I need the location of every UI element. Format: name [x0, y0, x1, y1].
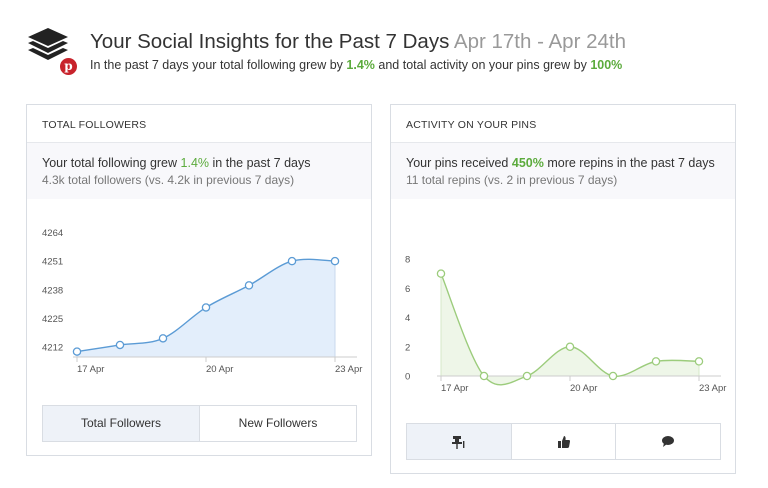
x-tick-label: 17 Apr: [441, 383, 468, 394]
activity-panel: ACTIVITY ON YOUR PINS Your pins received…: [390, 104, 736, 474]
data-point[interactable]: [201, 303, 211, 312]
data-point[interactable]: [694, 357, 704, 366]
y-tick-label: 4: [405, 313, 410, 324]
activity-summary-post: more repins in the past 7 days: [547, 156, 715, 170]
activity-chart: 0 2 4 6 8 17 Apr 20 Apr 23 Apr: [405, 255, 726, 395]
followers-growth-value: 1.4%: [180, 156, 210, 170]
followers-panel-heading: TOTAL FOLLOWERS: [27, 105, 371, 143]
x-tick-label: 20 Apr: [206, 364, 233, 375]
y-tick-label: 4251: [42, 257, 63, 268]
x-tick-label: 17 Apr: [77, 364, 104, 375]
thumbs-up-icon: [557, 435, 570, 448]
data-point[interactable]: [608, 371, 618, 381]
x-tick-label: 20 Apr: [570, 383, 597, 394]
y-tick-label: 6: [405, 284, 410, 295]
activity-growth-value: 100%: [590, 58, 623, 72]
y-tick-label: 4212: [42, 343, 63, 354]
subtitle-pre: In the past 7 days your total following …: [90, 58, 343, 72]
page-subtitle: In the past 7 days your total following …: [90, 58, 622, 72]
tab-comments[interactable]: [616, 424, 720, 459]
data-point[interactable]: [522, 371, 532, 381]
data-point[interactable]: [244, 281, 254, 290]
y-tick-label: 2: [405, 342, 410, 353]
activity-summary-pre: Your pins received: [406, 156, 509, 170]
title-text: Your Social Insights for the Past 7 Days: [90, 30, 450, 53]
data-point[interactable]: [330, 256, 340, 266]
followers-summary-main: Your total following grew 1.4% in the pa…: [42, 155, 356, 172]
followers-summary: Your total following grew 1.4% in the pa…: [27, 143, 371, 199]
followers-chart: 4212 4225 4238 4251 4264 17 Apr 20 Apr 23 Apr: [42, 228, 362, 375]
data-point[interactable]: [565, 342, 575, 352]
data-point[interactable]: [115, 340, 125, 350]
chart-area-fill: [441, 273, 699, 385]
tab-new-followers[interactable]: New Followers: [238, 416, 318, 430]
x-tick-label: 23 Apr: [699, 383, 726, 394]
followers-summary-post: in the past 7 days: [212, 156, 311, 170]
pinterest-icon: p: [58, 56, 79, 77]
page-title: Your Social Insights for the Past 7 Days…: [90, 30, 626, 54]
comment-icon: [662, 436, 675, 447]
y-tick-label: 4264: [42, 228, 63, 239]
page-header: p Your Social Insights for the Past 7 Da…: [26, 26, 746, 78]
activity-panel-heading: ACTIVITY ON YOUR PINS: [391, 105, 735, 143]
repins-growth-value: 450%: [511, 156, 544, 170]
followers-panel: TOTAL FOLLOWERS Your total following gre…: [26, 104, 372, 456]
data-point[interactable]: [158, 334, 168, 343]
data-point[interactable]: [436, 269, 446, 278]
activity-summary: Your pins received 450% more repins in t…: [391, 143, 735, 199]
tab-likes[interactable]: [512, 424, 617, 459]
y-tick-label: 0: [405, 372, 410, 383]
followers-summary-pre: Your total following grew: [42, 156, 178, 170]
followers-tabs: Total Followers New Followers: [42, 405, 357, 442]
subtitle-mid: and total activity on your pins grew by: [378, 58, 587, 72]
y-tick-label: 8: [405, 255, 410, 266]
data-point[interactable]: [72, 347, 82, 356]
tab-total-followers[interactable]: Total Followers: [43, 406, 200, 441]
following-growth-value: 1.4%: [346, 58, 375, 72]
y-tick-label: 4225: [42, 314, 63, 325]
tab-repins[interactable]: [407, 424, 512, 459]
activity-tabs: [406, 423, 721, 460]
x-tick-label: 23 Apr: [335, 364, 362, 375]
data-point[interactable]: [479, 371, 489, 381]
pin-icon: [451, 435, 465, 449]
date-range: Apr 17th - Apr 24th: [453, 30, 626, 53]
y-tick-label: 4238: [42, 285, 63, 296]
followers-summary-sub: 4.3k total followers (vs. 4.2k in previo…: [42, 173, 295, 187]
data-point[interactable]: [651, 357, 661, 366]
data-point[interactable]: [287, 256, 297, 266]
activity-summary-main: Your pins received 450% more repins in t…: [406, 155, 720, 172]
buffer-logo-icon: [26, 26, 78, 78]
activity-summary-sub: 11 total repins (vs. 2 in previous 7 day…: [406, 173, 618, 187]
